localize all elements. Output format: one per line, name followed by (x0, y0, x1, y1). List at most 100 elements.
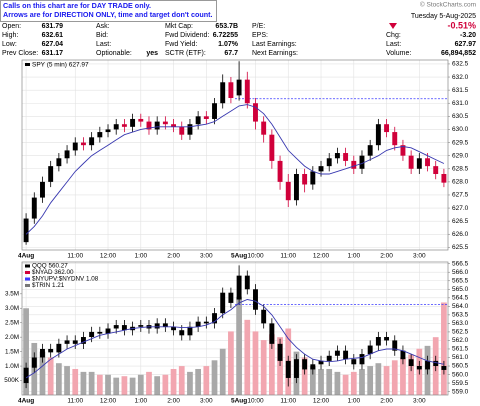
volume-bar (162, 374, 169, 395)
y-tick-label: 565.5 (452, 277, 469, 284)
volume-bar (441, 302, 447, 395)
volume-bar (391, 360, 398, 395)
candle-body (359, 354, 365, 365)
y-tick-label: 626.0 (452, 231, 469, 238)
y-tick-label: 629.0 (452, 152, 469, 159)
x-tick-label: 5Aug (231, 398, 247, 405)
volume-bar (88, 371, 95, 395)
quote-label: Last: (96, 41, 111, 48)
x-tick-label: 10:00 (247, 398, 264, 405)
candle-body (441, 174, 447, 183)
candle-body (384, 124, 390, 133)
volume-bar (375, 363, 382, 395)
legend-entry: SPY (5 min) 627.97 (32, 62, 89, 69)
candle-body (48, 348, 54, 353)
volume-bar (244, 319, 251, 395)
quote-label: Bid: (96, 32, 108, 39)
volume-bar (154, 376, 161, 395)
quote-label: High: (2, 32, 18, 39)
x-tick-label: 4Aug (18, 253, 34, 260)
candle-body (302, 174, 308, 185)
volume-tick-label: 2.0M (5, 334, 19, 341)
candle-body (310, 171, 316, 185)
x-tick-label: 1:00 (134, 253, 147, 260)
legend-icon (25, 284, 30, 287)
volume-bar (268, 334, 275, 395)
y-tick-label: 631.0 (452, 100, 469, 107)
x-tick-label: 12:00 (100, 398, 117, 405)
quote-label: Chg: (386, 32, 401, 39)
volume-bar (318, 368, 324, 395)
volume-bar (301, 357, 308, 395)
candle-body (285, 360, 291, 378)
candle-body (23, 218, 29, 243)
candle-body (293, 359, 299, 378)
volume-bar (121, 376, 128, 395)
y-tick-label: 565.0 (452, 286, 469, 293)
legend-icon (25, 63, 30, 66)
quote-label: Mkt Cap: (165, 23, 193, 30)
candle-body (64, 150, 70, 159)
candle-body (285, 181, 291, 201)
quote-value: 653.7B (215, 23, 238, 30)
quote-value: 66,894,852 (441, 50, 476, 57)
x-tick-label: 11:00 (280, 398, 296, 405)
x-tick-label: 3:00 (413, 398, 426, 405)
volume-bar (113, 377, 120, 395)
candle-body (392, 340, 398, 351)
charts: 625.5 626.0 626.5 627.0 627.5 628.0 628.5 629.0… (4, 59, 469, 405)
candle-body (138, 325, 144, 327)
volume-bar (408, 354, 415, 395)
candle-body (326, 158, 332, 167)
volume-bar (96, 374, 103, 395)
candle-body (293, 174, 299, 201)
candle-body (392, 132, 398, 146)
candle-body (80, 142, 86, 146)
y-tick-label: 632.0 (452, 74, 469, 81)
volume-bar (211, 360, 218, 395)
quote-label: Low: (2, 41, 17, 48)
candle-body (302, 359, 308, 370)
x-tick-label: 5Aug (231, 253, 247, 260)
volume-bar (23, 308, 29, 395)
candle-body (244, 275, 250, 290)
volume-bar (47, 357, 54, 395)
quote-table: Open: 631.79 High: 632.61 Low: 627.04 Prev Clo… (2, 23, 476, 57)
plot-area (22, 60, 448, 250)
candle-body (416, 158, 422, 169)
candle-body (433, 360, 439, 367)
volume-bar (236, 296, 242, 395)
quote-value: 67.7 (224, 50, 238, 57)
x-tick-label: 2:00 (380, 253, 393, 260)
candle-body (220, 82, 226, 104)
y-tick-label: 628.0 (452, 179, 469, 186)
quote-label: EPS: (252, 32, 268, 39)
candle-body (203, 321, 209, 324)
candle-body (425, 360, 430, 370)
quote-label: Next Earnings: (252, 50, 298, 57)
candle-body (80, 337, 86, 344)
volume-bar (260, 340, 267, 395)
x-tick-label: 2:00 (167, 253, 180, 260)
candle-body (261, 309, 267, 324)
candle-body (310, 364, 316, 370)
volume-tick-label: 1.5M (5, 348, 19, 355)
candle-body (40, 181, 45, 198)
candle-body (40, 348, 45, 358)
x-tick-label: 11:00 (280, 253, 296, 260)
y-tick-label: 630.5 (452, 113, 469, 120)
legend-entry: QQQ 560.27 (32, 263, 68, 270)
volume-bar (146, 371, 152, 395)
candle-body (244, 79, 250, 104)
candle-body (318, 166, 324, 172)
quote-value: 632.61 (42, 32, 64, 39)
candle-body (113, 124, 119, 130)
y-tick-label: 625.5 (452, 244, 469, 251)
y-tick-label: 627.5 (452, 192, 469, 199)
change-pct: -0.51% (447, 20, 476, 30)
candle-body (195, 321, 201, 327)
quote-label: Volume: (386, 50, 411, 57)
x-tick-label: 1:00 (347, 253, 360, 260)
notice-line: Arrows are for DIRECTION ONLY, time and … (3, 10, 213, 19)
candle-body (375, 337, 381, 346)
